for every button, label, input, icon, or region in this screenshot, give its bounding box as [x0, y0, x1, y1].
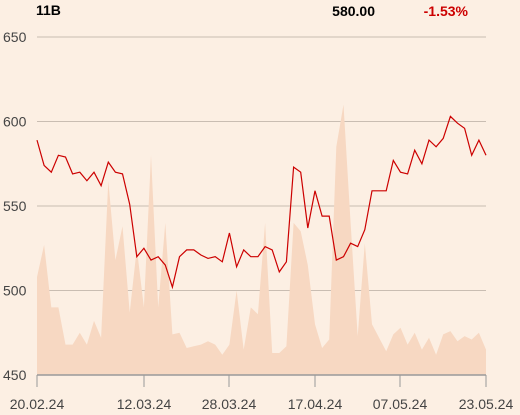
y-tick-label: 450	[3, 367, 27, 383]
y-axis-ticks: 650 600 550 500 450	[3, 29, 27, 383]
last-price: 580.00	[332, 3, 375, 19]
x-tick-label: 17.04.24	[288, 396, 343, 412]
volume-area	[37, 104, 486, 375]
volume-label: 11B	[36, 2, 61, 18]
x-tick-label: 28.03.24	[202, 396, 257, 412]
price-line	[36, 115, 487, 290]
x-tick-label: 07.05.24	[373, 396, 428, 412]
x-axis-ticks: 20.02.24 12.03.24 28.03.24 17.04.24 07.05.24…	[10, 375, 514, 412]
price-change-percent: -1.53%	[424, 3, 469, 19]
y-tick-label: 600	[3, 114, 27, 130]
y-tick-label: 500	[3, 283, 27, 299]
y-tick-label: 550	[3, 198, 27, 214]
x-tick-label: 20.02.24	[10, 396, 65, 412]
x-tick-label: 12.03.24	[117, 396, 172, 412]
x-tick-label: 23.05.24	[459, 396, 514, 412]
y-tick-label: 650	[3, 29, 27, 45]
header: 11B 580.00 -1.53%	[36, 2, 469, 19]
